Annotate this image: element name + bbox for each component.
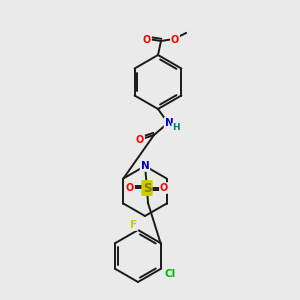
Text: O: O [171,35,179,45]
Text: N: N [165,118,173,128]
Text: F: F [130,220,138,230]
Text: O: O [143,35,151,45]
Text: Cl: Cl [165,269,176,279]
Text: O: O [136,135,144,145]
Text: O: O [126,183,134,193]
Text: H: H [172,124,180,133]
Text: O: O [160,183,168,193]
Text: S: S [143,182,151,194]
Text: N: N [141,161,149,171]
